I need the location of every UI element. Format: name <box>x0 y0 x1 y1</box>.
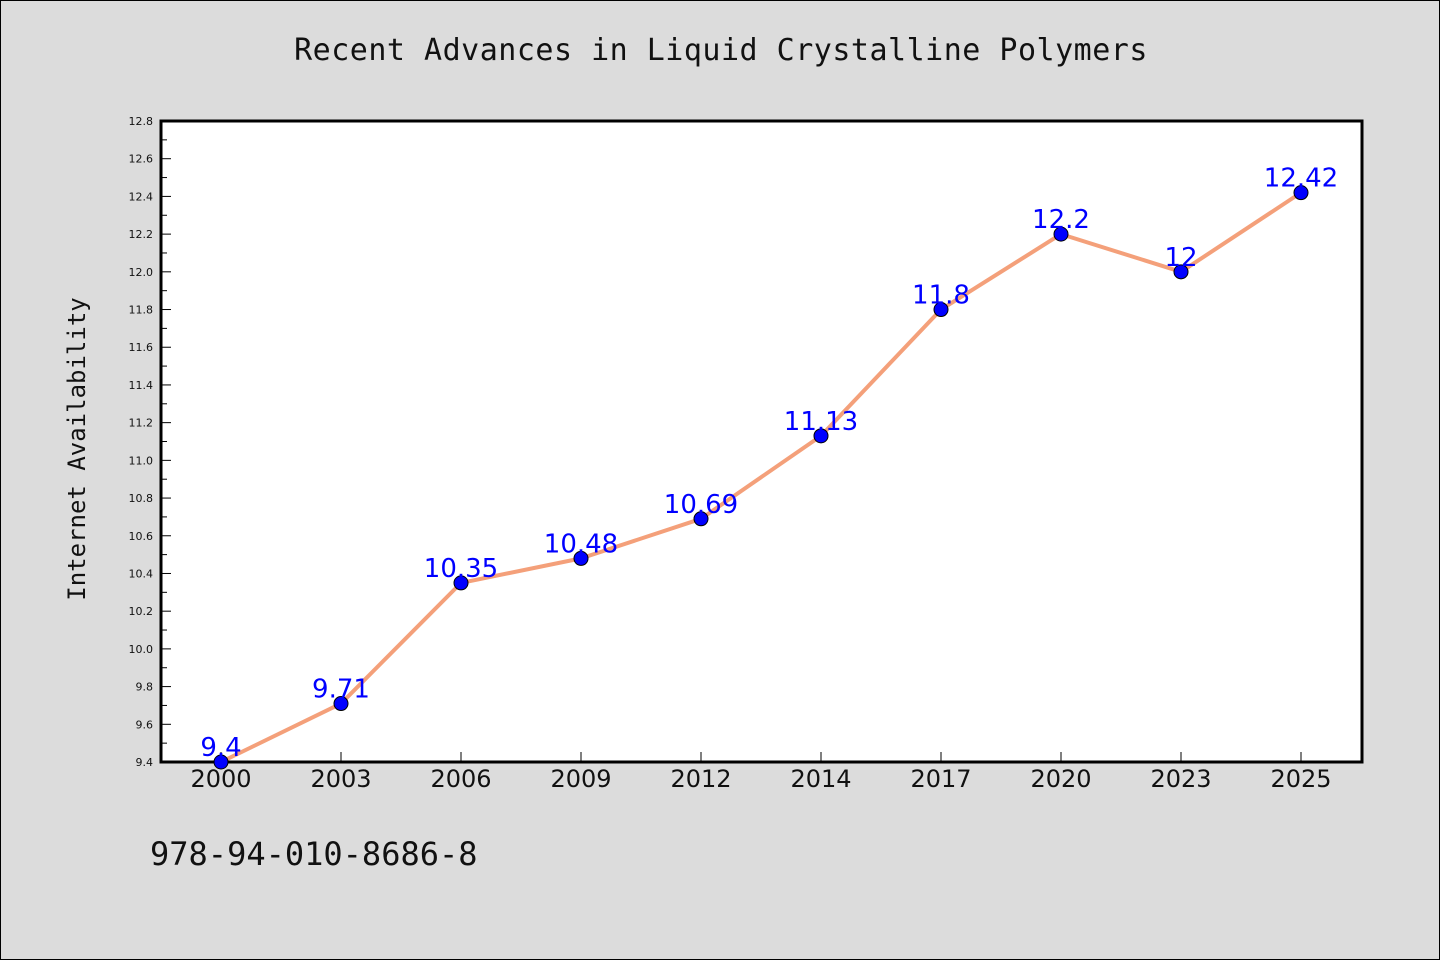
plot-area <box>159 119 1364 764</box>
x-tick-label: 2003 <box>310 765 371 793</box>
series-layer: 9.4 9.71 10.35 10.48 10.69 11.13 11.8 12.2 12 12.… <box>200 164 1338 770</box>
y-tick-label: 12.4 <box>129 190 154 203</box>
x-tick-label: 2020 <box>1030 765 1091 793</box>
footer-code: 978-94-010-8686-8 <box>150 835 478 873</box>
data-point <box>693 511 709 527</box>
x-tick-label: 2014 <box>790 765 851 793</box>
y-tick-label: 11.6 <box>129 341 154 354</box>
y-tick-label: 11.2 <box>129 417 154 430</box>
data-point <box>933 302 949 318</box>
data-label: 9.71 <box>312 675 370 705</box>
data-label: 9.4 <box>200 733 241 763</box>
y-tick-label: 11.8 <box>129 304 154 317</box>
y-tick-label: 9.6 <box>136 718 154 731</box>
data-point <box>333 696 349 712</box>
data-label: 11.13 <box>784 407 858 437</box>
data-label: 10.48 <box>544 529 618 559</box>
y-tick-label: 12.6 <box>129 153 154 166</box>
data-point <box>213 754 229 770</box>
x-tick-label: 2006 <box>430 765 491 793</box>
x-tick-label: 2009 <box>550 765 611 793</box>
data-point <box>453 575 469 591</box>
y-tick-label: 10.0 <box>129 643 154 656</box>
data-point <box>1293 185 1309 201</box>
data-label: 10.35 <box>424 554 498 584</box>
y-tick-label: 9.8 <box>136 681 154 694</box>
data-label: 10.69 <box>664 490 738 520</box>
y-tick-label: 9.4 <box>136 756 154 769</box>
x-tick-label: 2017 <box>910 765 971 793</box>
data-label: 12.42 <box>1264 164 1338 194</box>
y-tick-label: 10.8 <box>129 492 154 505</box>
x-tick-label: 2000 <box>190 765 251 793</box>
y-tick-label: 10.6 <box>129 530 154 543</box>
data-label: 12 <box>1164 243 1197 273</box>
data-label: 12.2 <box>1032 205 1090 235</box>
data-point <box>1053 226 1069 242</box>
data-point <box>1173 264 1189 280</box>
x-axis: 2000 2003 2006 2009 2012 2014 2017 2020 2023 2025 <box>190 752 1332 793</box>
data-point <box>813 428 829 444</box>
y-tick-label: 11.4 <box>129 379 154 392</box>
y-tick-label: 10.4 <box>129 567 154 580</box>
chart-title: Recent Advances in Liquid Crystalline Po… <box>294 33 1148 68</box>
x-tick-label: 2012 <box>670 765 731 793</box>
series-line <box>220 190 1303 764</box>
y-tick-label: 12.0 <box>129 266 154 279</box>
y-axis: 9.4 9.6 9.8 10.0 10.2 10.4 10.6 10.8 11.0 11.2 11.… <box>129 115 171 769</box>
data-point <box>573 550 589 566</box>
x-tick-label: 2025 <box>1270 765 1331 793</box>
y-tick-label: 12.2 <box>129 228 154 241</box>
data-label: 11.8 <box>912 281 970 311</box>
x-tick-label: 2023 <box>1150 765 1211 793</box>
y-tick-label: 11.0 <box>129 454 154 467</box>
y-tick-label: 12.8 <box>129 115 154 128</box>
y-tick-label: 10.2 <box>129 605 154 618</box>
